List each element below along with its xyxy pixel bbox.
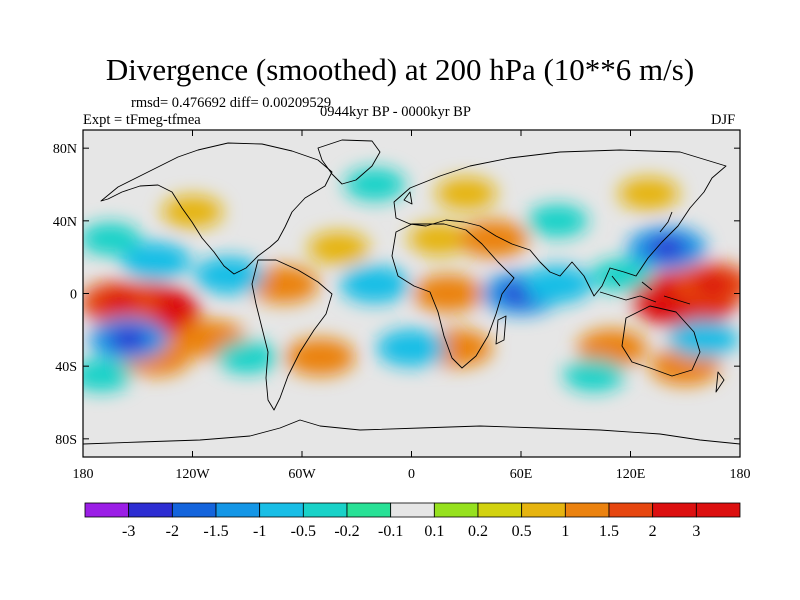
field-anomaly-13: [577, 329, 648, 367]
colorbar-label-12: 2: [649, 523, 657, 540]
colorbar-label-9: 0.5: [512, 523, 532, 540]
field-anomaly-23: [590, 258, 652, 292]
colorbar-label-3: -1: [253, 523, 266, 540]
colorbar-swatch-7: [390, 502, 435, 518]
x-tick-label-1: 120W: [175, 467, 210, 482]
field-core-12: [692, 272, 733, 297]
field-anomaly-10: [458, 220, 529, 258]
field-anomaly-19: [340, 265, 410, 304]
field-core-17: [108, 327, 149, 351]
coast-madagascar: [495, 315, 507, 345]
colorbar: -3 -2 -1.5 -1 -0.5 -0.2 -0.1 0.1 0.2 0.5 1 1.5 2 3: [84, 502, 741, 540]
colorbar-swatch-11: [564, 502, 610, 518]
x-tick-label-2: 60W: [288, 467, 316, 482]
y-tick-label-0: 80N: [53, 142, 77, 157]
field-anomaly-18: [194, 256, 264, 295]
field-anomaly-8: [413, 274, 483, 313]
colorbar-label-4: -0.5: [291, 523, 316, 540]
coast-antarctica: [83, 419, 740, 445]
colorbar-label-10: 1: [561, 523, 569, 540]
colorbar-swatch-1: [128, 502, 173, 518]
coast-australia: [621, 305, 701, 377]
field-anomaly-25: [83, 222, 141, 256]
colorbar-label-11: 1.5: [599, 523, 619, 540]
y-tick-label-3: 40S: [55, 360, 77, 375]
field-anomaly-4: [248, 265, 319, 304]
x-tick-label-0: 180: [73, 467, 94, 482]
rmsd-stats-label: rmsd= 0.476692 diff= 0.00209529: [131, 95, 332, 111]
field-anomaly-33: [435, 177, 497, 211]
axes: 180 120W 60W 0 60E 120E 180 80N 40N 0 40S 80S: [53, 130, 751, 482]
field-anomaly-30: [527, 204, 588, 238]
coast-south-america: [251, 259, 333, 411]
coastlines: [83, 139, 740, 445]
colorbar-swatch-14: [695, 502, 741, 518]
field-anomaly-15: [618, 177, 680, 211]
y-tick-label-2: 0: [70, 288, 77, 303]
colorbar-label-8: 0.2: [468, 523, 488, 540]
season-label: DJF: [711, 112, 736, 128]
field-anomaly-27: [376, 329, 447, 367]
field-anomaly-16: [121, 241, 191, 280]
field-anomaly-24: [668, 319, 739, 358]
colorbar-label-5: -0.2: [334, 523, 359, 540]
field-anomaly-29: [344, 168, 406, 201]
colorbar-swatch-4: [259, 502, 304, 518]
field-anomaly-5: [308, 231, 369, 265]
colorbar-swatch-13: [652, 502, 697, 518]
colorbar-label-1: -2: [166, 523, 179, 540]
colorbar-swatch-6: [346, 502, 392, 518]
y-tick-label-1: 40N: [53, 215, 77, 230]
colorbar-label-2: -1.5: [203, 523, 228, 540]
coast-africa: [391, 223, 515, 369]
x-tick-label-5: 120E: [616, 467, 646, 482]
colorbar-label-0: -3: [122, 523, 135, 540]
colorbar-swatch-10: [521, 502, 566, 518]
coast-uk: [403, 191, 413, 205]
experiment-label: Expt = tFmeg-tfmea: [83, 112, 201, 128]
field-anomaly-32: [162, 195, 223, 229]
field-core-1: [99, 290, 140, 315]
coast-north-america: [100, 142, 333, 275]
field-anomaly-31: [83, 358, 132, 392]
colorbar-swatch-9: [477, 502, 523, 518]
y-tick-label-4: 80S: [55, 433, 77, 448]
colorbar-swatch-3: [215, 502, 261, 518]
coast-maritime-continent: [599, 275, 691, 305]
chart-title: Divergence (smoothed) at 200 hPa (10**6 …: [105, 52, 695, 87]
colorbar-swatch-5: [302, 502, 348, 518]
colorbar-swatch-0: [84, 502, 130, 518]
field-anomaly-26: [216, 340, 278, 374]
field-anomaly-21: [522, 265, 593, 304]
field-anomaly-6: [285, 338, 356, 377]
coast-japan: [659, 211, 673, 233]
field-core-22: [647, 236, 687, 260]
colorbar-label-13: 3: [692, 523, 700, 540]
coast-new-zealand: [715, 371, 725, 393]
map-area: [83, 130, 740, 457]
period-label: 0944kyr BP - 0000kyr BP: [320, 104, 471, 120]
field-anomaly-28: [563, 358, 625, 392]
divergence-field: [83, 168, 740, 392]
colorbar-label-6: -0.1: [378, 523, 403, 540]
colorbar-swatch-12: [608, 502, 654, 518]
colorbar-swatch-8: [433, 502, 479, 518]
x-tick-label-6: 180: [730, 467, 751, 482]
x-tick-label-4: 60E: [510, 467, 533, 482]
field-anomaly-7: [408, 222, 470, 256]
colorbar-swatch-2: [171, 502, 217, 518]
x-tick-label-3: 0: [408, 467, 415, 482]
coast-eurasia: [393, 149, 727, 297]
coast-greenland: [317, 139, 381, 185]
colorbar-label-7: 0.1: [424, 523, 444, 540]
